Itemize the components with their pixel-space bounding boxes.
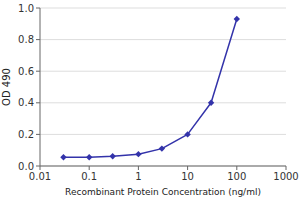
marker <box>86 154 92 160</box>
tick-mark <box>36 166 40 167</box>
tick-label: 1 <box>135 171 141 182</box>
tick-mark <box>286 166 287 170</box>
tick-mark <box>236 166 237 170</box>
tick-label: 0.01 <box>29 171 51 182</box>
tick-label: 1000 <box>273 171 298 182</box>
tick-label: 0.6 <box>18 66 34 77</box>
grid-line <box>40 71 286 72</box>
tick-mark <box>36 71 40 72</box>
chart: 0.0 0.2 0.4 0.6 0.8 1.0 0.01 0.1 1 10 100 1000 Recom… <box>0 0 300 200</box>
marker <box>159 145 165 151</box>
background <box>0 0 300 200</box>
tick-label: 10 <box>181 171 194 182</box>
marker <box>208 100 214 106</box>
plot-area <box>60 16 240 161</box>
tick-mark <box>40 166 41 170</box>
grid-line <box>40 8 286 9</box>
marker <box>184 131 190 137</box>
line <box>63 19 236 157</box>
tick-label: 0.2 <box>18 129 34 140</box>
tick-label: 0.8 <box>18 34 34 45</box>
marker <box>135 151 141 157</box>
tick-label: 0.4 <box>18 97 34 108</box>
tick-mark <box>36 134 40 135</box>
x-axis-line <box>40 166 286 167</box>
tick-mark <box>36 102 40 103</box>
grid-line <box>40 134 286 135</box>
y-axis-line <box>40 8 41 166</box>
marker <box>234 16 240 22</box>
grid-line <box>40 102 286 103</box>
tick-mark <box>187 166 188 170</box>
marker <box>109 153 115 159</box>
grid-line <box>40 166 286 167</box>
x-axis-label: Recombinant Protein Concentration (ng/ml… <box>65 187 261 197</box>
tick-label: 0.1 <box>81 171 97 182</box>
tick-label: 100 <box>227 171 246 182</box>
marker <box>60 154 66 160</box>
y-axis-label: OD 490 <box>1 68 12 106</box>
tick-label: 1.0 <box>18 3 34 14</box>
tick-mark <box>89 166 90 170</box>
tick-label: 0.0 <box>18 161 34 172</box>
grid-line <box>40 39 286 40</box>
tick-mark <box>36 39 40 40</box>
tick-mark <box>138 166 139 170</box>
tick-mark <box>36 8 40 9</box>
